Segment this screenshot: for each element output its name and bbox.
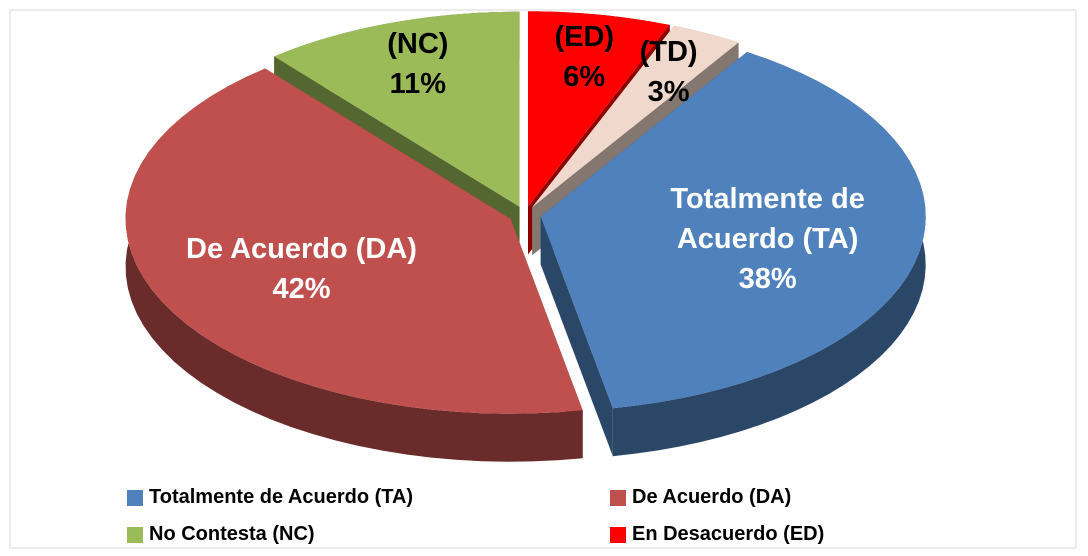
legend-item: En Desacuerdo (ED) xyxy=(610,523,824,546)
slice-wall xyxy=(125,68,583,462)
data-label: (NC) 11% xyxy=(368,24,468,104)
data-label: (TD) 3% xyxy=(619,32,719,112)
slice-wall xyxy=(612,52,926,457)
slice-label: (NC) xyxy=(387,27,449,60)
value-label: 3% xyxy=(647,75,690,108)
legend-swatch xyxy=(127,489,143,506)
slice-label: (ED) xyxy=(554,20,615,53)
data-label: (ED) 6% xyxy=(534,17,634,97)
slice xyxy=(527,11,670,207)
value-label: 42% xyxy=(272,272,331,305)
slice xyxy=(274,11,520,207)
legend-swatch xyxy=(610,526,626,543)
slice-side xyxy=(540,216,613,457)
legend-item: No Contesta (NC) xyxy=(127,523,315,546)
slice xyxy=(540,52,926,409)
legend-item: De Acuerdo (DA) xyxy=(610,486,791,509)
slice-label: (TD) xyxy=(639,35,698,68)
legend-label: Totalmente de Acuerdo (TA) xyxy=(149,486,414,508)
slice xyxy=(532,25,739,208)
legend-item: Totalmente de Acuerdo (TA) xyxy=(127,486,413,509)
value-label: 6% xyxy=(563,60,606,93)
value-label: 38% xyxy=(738,262,797,295)
legend-label: De Acuerdo (DA) xyxy=(632,486,792,508)
legend-label: No Contesta (NC) xyxy=(149,523,315,545)
data-label: De Acuerdo (DA) 42% xyxy=(182,229,422,309)
legend-swatch xyxy=(127,526,143,543)
data-label: Totalmente de Acuerdo (TA) 38% xyxy=(648,179,888,299)
value-label: 11% xyxy=(389,67,447,100)
slice xyxy=(125,68,583,414)
slice-label: Totalmente de Acuerdo (TA) xyxy=(670,182,865,255)
slice-label: De Acuerdo (DA) xyxy=(186,232,417,265)
legend-swatch xyxy=(610,489,626,506)
legend-label: En Desacuerdo (ED) xyxy=(632,523,825,545)
